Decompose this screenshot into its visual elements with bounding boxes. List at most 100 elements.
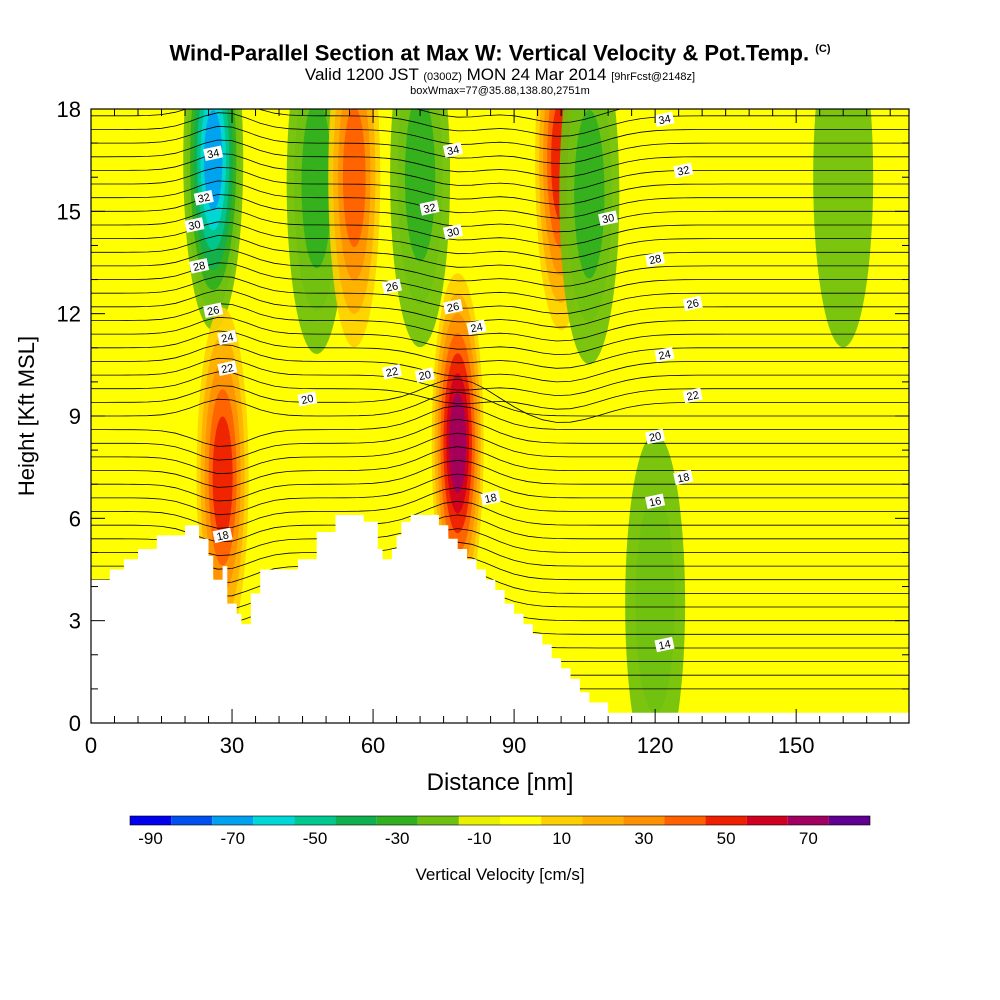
- y-tick-label: 15: [57, 199, 81, 224]
- theta-label-bg: [184, 217, 205, 233]
- theta-label-bg: [203, 302, 224, 319]
- colorbar-swatch: [500, 816, 542, 825]
- terrain-mask: [91, 514, 909, 723]
- chart-title-block: Wind-Parallel Section at Max W: Vertical…: [0, 36, 1000, 97]
- theta-label-bg: [645, 493, 666, 510]
- colorbar-swatch: [130, 816, 172, 825]
- theta-label-text: 28: [648, 253, 662, 267]
- valid-prefix: Valid 1200 JST: [304, 65, 419, 85]
- theta-label-bg: [673, 469, 694, 486]
- theta-label-20: 20: [297, 391, 318, 407]
- theta-label-bg: [217, 360, 238, 376]
- theta-label-bg: [645, 428, 666, 445]
- theta-label-20: 20: [414, 367, 435, 383]
- theta-label-bg: [645, 251, 666, 267]
- theta-label-bg: [654, 346, 675, 363]
- colorbar-swatch: [623, 816, 665, 825]
- forecast-info: [9hrFcst@2148z]: [611, 71, 696, 84]
- theta-label-text: 24: [469, 321, 483, 335]
- theta-label-26: 26: [381, 278, 402, 295]
- theta-label-bg: [673, 162, 694, 179]
- velocity-feature-4-level-2: [404, 109, 436, 262]
- theta-contour: [91, 344, 909, 383]
- theta-label-text: 18: [484, 492, 498, 506]
- colorbar-swatch: [335, 816, 377, 825]
- y-tick-label: 18: [57, 97, 81, 122]
- theta-contour: [91, 446, 909, 488]
- y-tick-label: 0: [69, 711, 81, 736]
- theta-label-28: 28: [189, 258, 210, 274]
- theta-label-text: 34: [206, 147, 220, 161]
- theta-label-text: 26: [385, 280, 399, 294]
- theta-contour: [91, 500, 909, 543]
- theta-label-text: 30: [601, 212, 615, 226]
- theta-label-text: 24: [220, 331, 234, 345]
- colorbar-tick-label: -70: [220, 829, 245, 848]
- theta-label-32: 32: [673, 162, 694, 179]
- theta-label-text: 20: [418, 369, 432, 383]
- colorbar-tick-label: -30: [385, 829, 410, 848]
- colorbar-swatch: [376, 816, 418, 825]
- theta-label-34: 34: [442, 142, 464, 158]
- theta-label-bg: [442, 142, 464, 158]
- theta-label-bg: [480, 490, 501, 506]
- theta-label-30: 30: [598, 210, 619, 226]
- theta-label-30: 30: [184, 217, 205, 233]
- theta-label-bg: [193, 189, 214, 206]
- theta-label-30: 30: [442, 224, 464, 240]
- title-main: Wind-Parallel Section at Max W: Vertical…: [169, 40, 810, 66]
- y-axis-label: Height [Kft MSL]: [14, 336, 39, 496]
- colorbar-swatch: [171, 816, 213, 825]
- theta-label-22: 22: [381, 363, 402, 380]
- colorbar-tick-label: -90: [138, 829, 163, 848]
- theta-contour: [91, 194, 909, 233]
- chart-subtitle: Valid 1200 JST (0300Z) MON 24 Mar 2014 […: [0, 66, 1000, 86]
- theta-label-18: 18: [480, 490, 501, 506]
- theta-contour: [91, 275, 909, 315]
- theta-contour: [91, 378, 909, 423]
- theta-label-26: 26: [203, 302, 224, 319]
- theta-label-bg: [442, 299, 464, 315]
- theta-label-bg: [414, 367, 435, 383]
- theta-label-bg: [442, 224, 464, 240]
- theta-label-14: 14: [654, 636, 675, 653]
- velocity-feature-3-level-3: [342, 109, 366, 248]
- theta-label-text: 26: [206, 304, 220, 318]
- theta-label-text: 32: [676, 164, 690, 178]
- theta-label-24: 24: [217, 329, 238, 346]
- theta-label-bg: [419, 200, 440, 216]
- theta-contour: [91, 432, 909, 475]
- theta-label-bg: [654, 636, 675, 653]
- colorbar-frame: [129, 815, 871, 826]
- theta-label-18: 18: [673, 469, 694, 486]
- colorbar-tick-label: -50: [303, 829, 328, 848]
- colorbar-swatch: [582, 816, 624, 825]
- box-info: boxWmax=77@35.88,138.80,2751m: [410, 85, 590, 98]
- theta-contour: [91, 221, 909, 260]
- velocity-feature-7-level-2: [574, 109, 605, 279]
- colorbar-swatch: [294, 816, 336, 825]
- title-copyright: (C): [815, 43, 831, 55]
- colorbar-swatch: [253, 816, 295, 825]
- theta-contour: [91, 139, 909, 178]
- theta-contour: [91, 207, 909, 246]
- velocity-feature-8-level-1: [635, 493, 675, 714]
- theta-contour: [91, 248, 909, 287]
- colorbar-swatch: [705, 816, 747, 825]
- colorbar-tick-label: 30: [634, 829, 653, 848]
- theta-label-text: 14: [657, 638, 671, 652]
- theta-label-34: 34: [654, 111, 675, 127]
- y-tick-label: 3: [69, 609, 81, 634]
- colorbar-swatch: [417, 816, 459, 825]
- colorbar-swatch: [787, 816, 829, 825]
- x-tick-label: 0: [85, 733, 97, 758]
- velocity-feature-5-level-6: [449, 393, 467, 494]
- theta-label-text: 22: [220, 362, 234, 376]
- theta-label-text: 22: [385, 366, 399, 380]
- theta-label-text: 30: [187, 219, 201, 233]
- theta-contour: [91, 235, 909, 274]
- theta-label-bg: [203, 145, 224, 162]
- theta-label-text: 22: [686, 389, 700, 403]
- theta-label-24: 24: [466, 319, 487, 335]
